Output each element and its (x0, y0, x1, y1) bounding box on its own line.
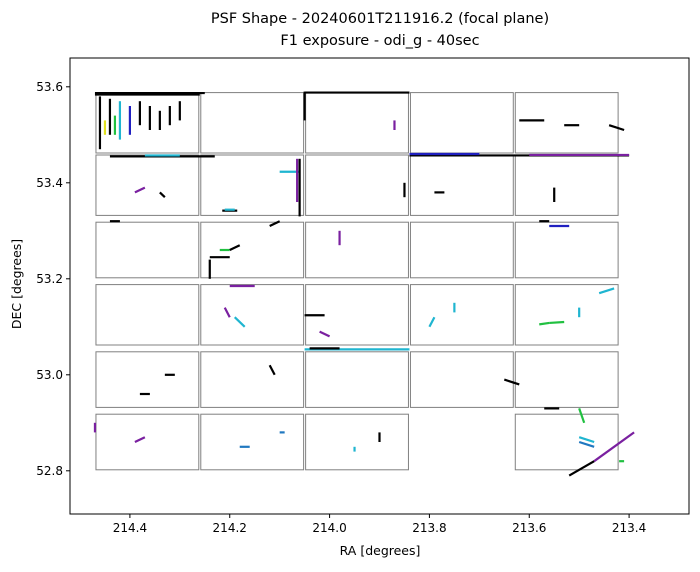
ccd-outline (305, 413, 409, 471)
psf-whisker (578, 408, 586, 424)
chart-subtitle: F1 exposure - odi_g - 40sec (280, 33, 479, 49)
y-tick-label: 53.0 (36, 368, 63, 382)
psf-whisker (539, 321, 550, 326)
x-axis-label: RA [degrees] (340, 543, 421, 558)
psf-whisker (223, 307, 231, 318)
psf-whisker (608, 124, 625, 132)
plot-frame (69, 57, 690, 515)
ccd-outline (514, 413, 619, 471)
psf-segments (93, 91, 635, 477)
ccd-outline (95, 284, 200, 346)
psf-whisker (159, 191, 166, 198)
ccd-outline (200, 413, 305, 471)
psf-whisker (593, 431, 635, 463)
psf-whisker (229, 244, 241, 251)
ccd-outline (305, 351, 409, 408)
ccd-outline (514, 221, 619, 279)
x-tick-label: 213.6 (512, 521, 546, 535)
psf-whisker (134, 436, 146, 443)
ccd-outline (514, 351, 619, 408)
ccd-outline (409, 92, 514, 154)
psf-whisker (233, 316, 246, 328)
ccd-outline (409, 351, 514, 408)
ccd-outline (409, 221, 514, 279)
y-tick-label: 52.8 (36, 464, 63, 478)
ccd-outline (95, 92, 200, 154)
ccd-outline (305, 221, 409, 279)
y-axis-label: DEC [degrees] (9, 239, 24, 329)
y-axis: 52.8 53.0 53.2 53.4 53.6 (36, 80, 70, 478)
psf-whisker (578, 436, 595, 444)
ccd-outline (409, 284, 514, 346)
ccd-outlines (95, 92, 619, 471)
ccd-outline (514, 284, 619, 346)
psf-whisker (549, 320, 565, 325)
ccd-outline (95, 351, 200, 408)
ccd-outline (200, 351, 305, 408)
psf-whisker (568, 460, 595, 477)
ccd-outline (514, 92, 619, 154)
chart-title: PSF Shape - 20240601T211916.2 (focal pla… (211, 11, 549, 27)
x-tick-label: 214.2 (213, 521, 247, 535)
ccd-outline (200, 284, 305, 346)
ccd-outline (95, 221, 200, 279)
x-tick-label: 213.4 (612, 521, 646, 535)
ccd-outline (514, 154, 619, 216)
x-tick-label: 214.4 (113, 521, 147, 535)
y-tick-label: 53.6 (36, 80, 63, 94)
y-tick-label: 53.2 (36, 272, 63, 286)
ccd-outline (95, 413, 200, 471)
ccd-outline (409, 154, 514, 216)
psf-whisker (578, 440, 595, 448)
ccd-outline (305, 154, 409, 216)
y-tick-label: 53.4 (36, 176, 63, 190)
psf-whisker (503, 378, 520, 386)
psf-whisker (598, 287, 615, 295)
ccd-outline (200, 92, 305, 154)
ccd-outline (200, 221, 305, 279)
ccd-outline (305, 92, 409, 154)
ccd-outline (200, 154, 305, 216)
x-tick-label: 214.0 (312, 521, 346, 535)
psf-whisker (428, 316, 436, 328)
psf-whisker (269, 220, 281, 227)
psf-whisker (268, 364, 276, 376)
x-tick-label: 213.8 (412, 521, 446, 535)
psf-whisker (134, 186, 146, 194)
ccd-outline (95, 154, 200, 216)
psf-whisker (319, 330, 331, 338)
x-axis: 214.4 214.2 214.0 213.8 213.6 213.4 (113, 514, 646, 535)
